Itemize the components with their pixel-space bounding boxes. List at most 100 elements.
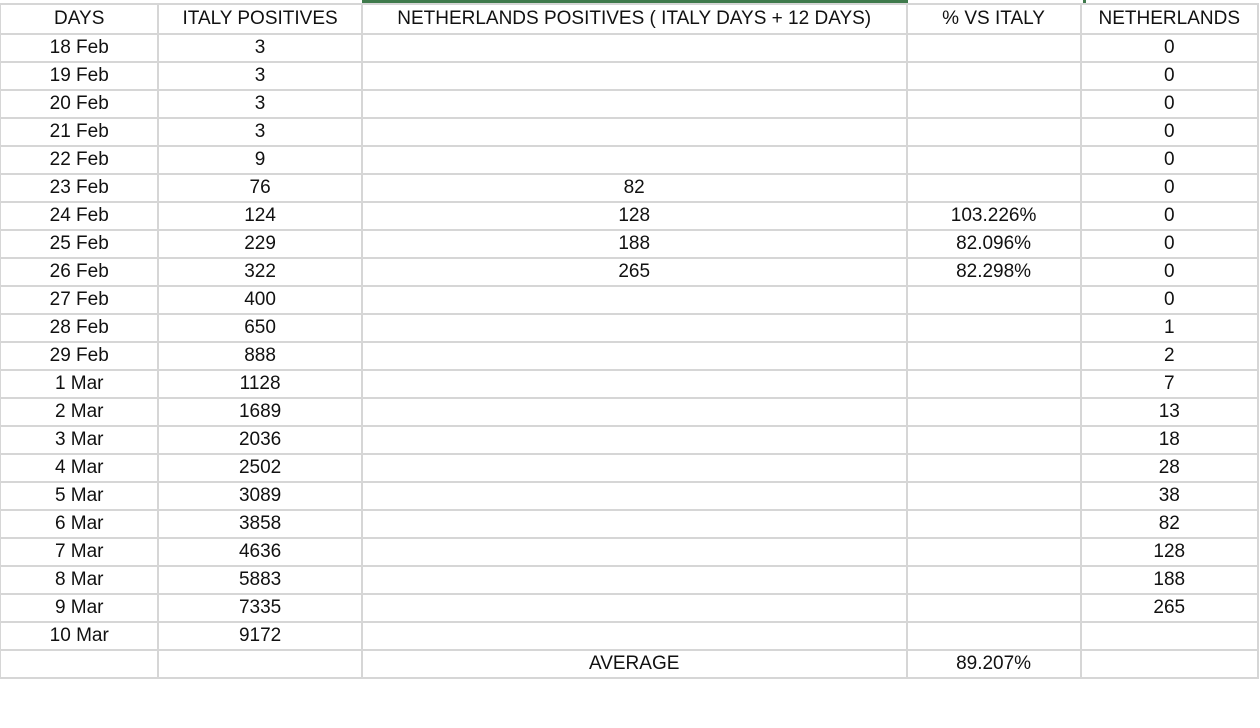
cell-italy-positives[interactable]: 888: [157, 341, 363, 371]
cell-days[interactable]: 29 Feb: [0, 341, 160, 371]
cell-netherlands-shifted[interactable]: 188: [360, 229, 908, 259]
cell-italy-positives[interactable]: 7335: [157, 593, 363, 623]
cell-netherlands-shifted[interactable]: 265: [360, 257, 908, 287]
cell-italy-positives[interactable]: 124: [157, 201, 363, 231]
cell-days[interactable]: [0, 649, 160, 679]
cell-italy-positives[interactable]: 76: [157, 173, 363, 203]
cell-italy-positives[interactable]: 1128: [157, 369, 363, 399]
cell-netherlands[interactable]: 0: [1079, 201, 1260, 231]
cell-netherlands[interactable]: 0: [1079, 285, 1260, 315]
cell-days[interactable]: 25 Feb: [0, 229, 160, 259]
cell-days[interactable]: 8 Mar: [0, 565, 160, 595]
cell-pct-vs-italy[interactable]: [905, 537, 1082, 567]
cell-italy-positives[interactable]: 2036: [157, 425, 363, 455]
cell-netherlands[interactable]: 2: [1079, 341, 1260, 371]
cell-pct-vs-italy[interactable]: 82.096%: [905, 229, 1082, 259]
cell-netherlands-shifted[interactable]: NETHERLANDS POSITIVES ( ITALY DAYS + 12 …: [360, 3, 908, 35]
cell-netherlands[interactable]: 0: [1079, 117, 1260, 147]
cell-netherlands-shifted[interactable]: [360, 145, 908, 175]
cell-netherlands[interactable]: [1079, 649, 1260, 679]
cell-days[interactable]: 4 Mar: [0, 453, 160, 483]
cell-italy-positives[interactable]: 9: [157, 145, 363, 175]
cell-italy-positives[interactable]: 1689: [157, 397, 363, 427]
cell-netherlands-shifted[interactable]: [360, 313, 908, 343]
cell-pct-vs-italy[interactable]: [905, 621, 1082, 651]
cell-pct-vs-italy[interactable]: % VS ITALY: [905, 3, 1082, 35]
cell-netherlands-shifted[interactable]: [360, 453, 908, 483]
cell-netherlands[interactable]: 0: [1079, 145, 1260, 175]
cell-pct-vs-italy[interactable]: [905, 61, 1082, 91]
cell-pct-vs-italy[interactable]: 82.298%: [905, 257, 1082, 287]
cell-days[interactable]: 18 Feb: [0, 33, 160, 63]
cell-netherlands-shifted[interactable]: [360, 61, 908, 91]
cell-netherlands[interactable]: 82: [1079, 509, 1260, 539]
cell-netherlands-shifted[interactable]: [360, 481, 908, 511]
cell-italy-positives[interactable]: 650: [157, 313, 363, 343]
cell-italy-positives[interactable]: 322: [157, 257, 363, 287]
cell-italy-positives[interactable]: 4636: [157, 537, 363, 567]
cell-netherlands[interactable]: 0: [1079, 89, 1260, 119]
cell-italy-positives[interactable]: 9172: [157, 621, 363, 651]
cell-pct-vs-italy[interactable]: [905, 173, 1082, 203]
cell-netherlands[interactable]: 128: [1079, 537, 1260, 567]
cell-days[interactable]: 7 Mar: [0, 537, 160, 567]
cell-days[interactable]: 3 Mar: [0, 425, 160, 455]
cell-netherlands[interactable]: NETHERLANDS: [1079, 3, 1260, 35]
cell-italy-positives[interactable]: 400: [157, 285, 363, 315]
cell-pct-vs-italy[interactable]: [905, 425, 1082, 455]
cell-days[interactable]: 21 Feb: [0, 117, 160, 147]
cell-italy-positives[interactable]: 3: [157, 61, 363, 91]
cell-pct-vs-italy[interactable]: [905, 89, 1082, 119]
cell-italy-positives[interactable]: 3858: [157, 509, 363, 539]
cell-netherlands[interactable]: 18: [1079, 425, 1260, 455]
cell-netherlands-shifted[interactable]: [360, 117, 908, 147]
cell-netherlands-shifted[interactable]: [360, 369, 908, 399]
cell-netherlands[interactable]: [1079, 621, 1260, 651]
cell-italy-positives[interactable]: 3: [157, 33, 363, 63]
cell-pct-vs-italy[interactable]: [905, 117, 1082, 147]
cell-pct-vs-italy[interactable]: [905, 565, 1082, 595]
cell-italy-positives[interactable]: 3: [157, 117, 363, 147]
cell-days[interactable]: 24 Feb: [0, 201, 160, 231]
cell-netherlands-shifted[interactable]: [360, 593, 908, 623]
cell-days[interactable]: 28 Feb: [0, 313, 160, 343]
cell-days[interactable]: 1 Mar: [0, 369, 160, 399]
cell-netherlands[interactable]: 188: [1079, 565, 1260, 595]
cell-italy-positives[interactable]: 5883: [157, 565, 363, 595]
cell-netherlands-shifted[interactable]: [360, 285, 908, 315]
cell-netherlands[interactable]: 7: [1079, 369, 1260, 399]
cell-netherlands[interactable]: 265: [1079, 593, 1260, 623]
cell-days[interactable]: 19 Feb: [0, 61, 160, 91]
cell-days[interactable]: 6 Mar: [0, 509, 160, 539]
cell-pct-vs-italy[interactable]: [905, 313, 1082, 343]
cell-netherlands[interactable]: 1: [1079, 313, 1260, 343]
cell-days[interactable]: 2 Mar: [0, 397, 160, 427]
cell-pct-vs-italy[interactable]: [905, 453, 1082, 483]
cell-days[interactable]: DAYS: [0, 3, 160, 35]
cell-netherlands-shifted[interactable]: [360, 89, 908, 119]
cell-netherlands[interactable]: 0: [1079, 257, 1260, 287]
cell-pct-vs-italy[interactable]: [905, 509, 1082, 539]
cell-netherlands[interactable]: 0: [1079, 61, 1260, 91]
cell-italy-positives[interactable]: 229: [157, 229, 363, 259]
cell-pct-vs-italy[interactable]: [905, 481, 1082, 511]
cell-netherlands[interactable]: 0: [1079, 33, 1260, 63]
cell-netherlands-shifted[interactable]: AVERAGE: [360, 649, 908, 679]
cell-netherlands-shifted[interactable]: [360, 565, 908, 595]
cell-days[interactable]: 27 Feb: [0, 285, 160, 315]
cell-pct-vs-italy[interactable]: 89.207%: [905, 649, 1082, 679]
cell-netherlands[interactable]: 0: [1079, 229, 1260, 259]
cell-netherlands[interactable]: 28: [1079, 453, 1260, 483]
cell-netherlands-shifted[interactable]: [360, 425, 908, 455]
cell-netherlands-shifted[interactable]: [360, 341, 908, 371]
cell-days[interactable]: 5 Mar: [0, 481, 160, 511]
cell-pct-vs-italy[interactable]: 103.226%: [905, 201, 1082, 231]
cell-days[interactable]: 20 Feb: [0, 89, 160, 119]
cell-days[interactable]: 23 Feb: [0, 173, 160, 203]
cell-netherlands-shifted[interactable]: 128: [360, 201, 908, 231]
cell-pct-vs-italy[interactable]: [905, 397, 1082, 427]
cell-netherlands[interactable]: 0: [1079, 173, 1260, 203]
cell-pct-vs-italy[interactable]: [905, 145, 1082, 175]
cell-italy-positives[interactable]: 2502: [157, 453, 363, 483]
cell-italy-positives[interactable]: 3: [157, 89, 363, 119]
